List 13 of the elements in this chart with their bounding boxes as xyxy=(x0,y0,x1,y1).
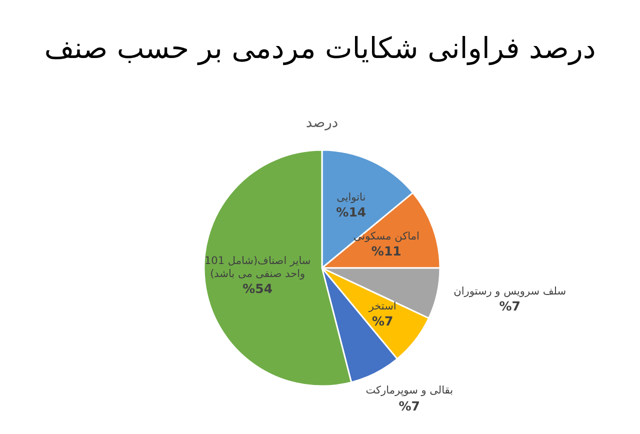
chart-subtitle: درصد xyxy=(306,115,338,131)
data-label: %54 xyxy=(242,281,274,298)
slice-label: سایر اصناف(شامل 101 واحد صنفی می باشد) xyxy=(204,255,312,282)
data-label: %7 xyxy=(498,298,522,315)
data-label: %7 xyxy=(398,398,421,414)
slice-label: بقالی و سوپرمارکت xyxy=(366,385,454,398)
data-label: %11 xyxy=(370,244,402,260)
slice-label: سلف سرویس و رستوران xyxy=(454,286,566,299)
slice-label: استخر xyxy=(368,300,396,314)
chart-title: درصد فراوانی شکایات مردمی بر حسب صنف xyxy=(44,31,596,66)
slice-label: ناتوایی xyxy=(336,192,366,205)
data-label: %7 xyxy=(370,314,394,330)
data-label: %14 xyxy=(336,204,366,220)
